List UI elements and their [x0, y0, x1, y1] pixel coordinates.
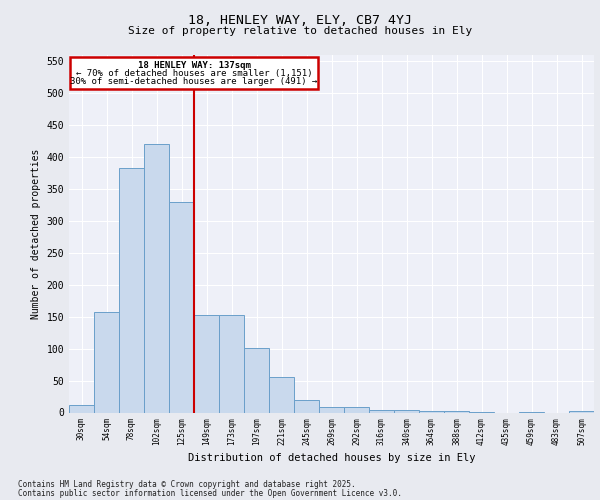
Bar — [94, 312, 119, 412]
Bar — [419, 411, 444, 412]
Text: Size of property relative to detached houses in Ely: Size of property relative to detached ho… — [128, 26, 472, 36]
FancyBboxPatch shape — [70, 57, 318, 89]
Bar — [344, 407, 369, 412]
Text: ← 70% of detached houses are smaller (1,151): ← 70% of detached houses are smaller (1,… — [76, 69, 312, 78]
Bar — [269, 378, 294, 412]
Bar — [169, 202, 194, 412]
Text: Contains HM Land Registry data © Crown copyright and database right 2025.: Contains HM Land Registry data © Crown c… — [18, 480, 356, 489]
Bar — [369, 410, 394, 412]
Bar — [119, 168, 144, 412]
Bar — [569, 411, 594, 412]
Text: 18 HENLEY WAY: 137sqm: 18 HENLEY WAY: 137sqm — [137, 60, 250, 70]
Bar — [319, 407, 344, 412]
Bar — [244, 348, 269, 412]
Text: 18, HENLEY WAY, ELY, CB7 4YJ: 18, HENLEY WAY, ELY, CB7 4YJ — [188, 14, 412, 27]
Bar — [394, 410, 419, 412]
Bar — [194, 316, 219, 412]
Bar — [294, 400, 319, 412]
Bar — [69, 405, 94, 412]
Text: Contains public sector information licensed under the Open Government Licence v3: Contains public sector information licen… — [18, 488, 402, 498]
Bar — [219, 315, 244, 412]
Y-axis label: Number of detached properties: Number of detached properties — [31, 148, 41, 319]
Text: 30% of semi-detached houses are larger (491) →: 30% of semi-detached houses are larger (… — [70, 78, 317, 86]
Bar — [444, 411, 469, 412]
X-axis label: Distribution of detached houses by size in Ely: Distribution of detached houses by size … — [188, 454, 475, 464]
Bar — [144, 144, 169, 412]
